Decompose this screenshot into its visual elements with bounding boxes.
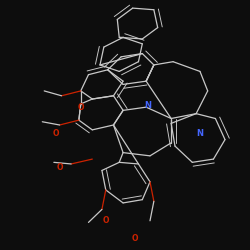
Text: O: O bbox=[131, 234, 138, 243]
Text: N: N bbox=[196, 128, 203, 138]
Text: O: O bbox=[78, 103, 84, 112]
Text: O: O bbox=[56, 163, 63, 172]
Text: N: N bbox=[144, 101, 152, 110]
Text: O: O bbox=[52, 128, 59, 138]
Text: O: O bbox=[102, 216, 109, 225]
